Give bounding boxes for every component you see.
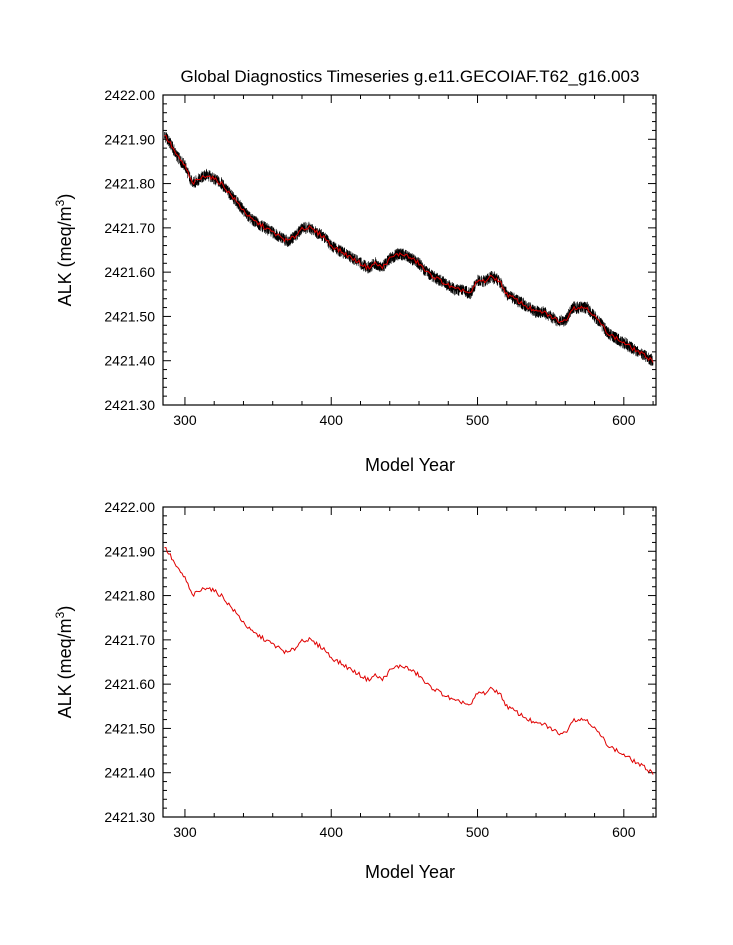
- x-tick-label: 300: [173, 824, 197, 840]
- y-tick-label: 2421.40: [104, 765, 155, 781]
- x-tick-label: 600: [612, 412, 636, 428]
- panel-bottom: 2421.30 2421.40 2421.50 2421.60 2421.70 2421.…: [53, 499, 657, 882]
- y-tick-label: 2421.90: [104, 543, 155, 559]
- y-axis-title-top: ALK (meq/m3): [53, 194, 75, 307]
- y-axis-title-bottom-sup: 3: [53, 611, 67, 618]
- x-axis-title-bottom: Model Year: [365, 862, 455, 882]
- y-tick-label: 2421.50: [104, 720, 155, 736]
- y-axis-title-top-close: ): [55, 194, 75, 200]
- y-tick-label: 2421.50: [104, 308, 155, 324]
- x-tick-label: 400: [320, 412, 344, 428]
- smoothed-series-line: [164, 547, 654, 775]
- plot-title: Global Diagnostics Timeseries g.e11.GECO…: [181, 67, 640, 86]
- panel-top: 2421.30 2421.40 2421.50 2421.60 2421.70 2421.…: [53, 87, 657, 475]
- y-tick-label: 2421.30: [104, 397, 155, 413]
- y-tick-label: 2421.60: [104, 264, 155, 280]
- x-tick-label: 400: [320, 824, 344, 840]
- raw-series-line: [164, 131, 654, 366]
- y-tick-label: 2421.60: [104, 676, 155, 692]
- x-tick-label: 300: [173, 412, 197, 428]
- x-tick-label: 600: [612, 824, 636, 840]
- y-tick-label: 2421.80: [104, 176, 155, 192]
- y-tick-label: 2421.70: [104, 632, 155, 648]
- y-tick-label: 2421.30: [104, 809, 155, 825]
- y-tick-label: 2421.70: [104, 220, 155, 236]
- y-tick-label: 2421.40: [104, 353, 155, 369]
- x-tick-label: 500: [466, 412, 490, 428]
- smoothed-series-line: [164, 135, 654, 363]
- y-tick-label: 2422.00: [104, 87, 155, 103]
- y-axis-title-top-main: ALK (meq/m: [55, 206, 75, 306]
- plot-area-bottom: 2421.30 2421.40 2421.50 2421.60 2421.70 2421.…: [104, 499, 657, 840]
- plot-area-top: 2421.30 2421.40 2421.50 2421.60 2421.70 2421.…: [104, 87, 657, 428]
- y-axis-title-bottom: ALK (meq/m3): [53, 606, 75, 719]
- x-tick-label: 500: [466, 824, 490, 840]
- plot-frame: [162, 94, 657, 406]
- x-axis-title-top: Model Year: [365, 455, 455, 475]
- plot-frame: [162, 506, 657, 818]
- y-tick-label: 2421.90: [104, 131, 155, 147]
- y-axis-title-bottom-main: ALK (meq/m: [55, 618, 75, 718]
- y-axis-title-bottom-close: ): [55, 606, 75, 612]
- y-tick-label: 2422.00: [104, 499, 155, 515]
- y-axis-title-top-sup: 3: [53, 199, 67, 206]
- y-tick-label: 2421.80: [104, 588, 155, 604]
